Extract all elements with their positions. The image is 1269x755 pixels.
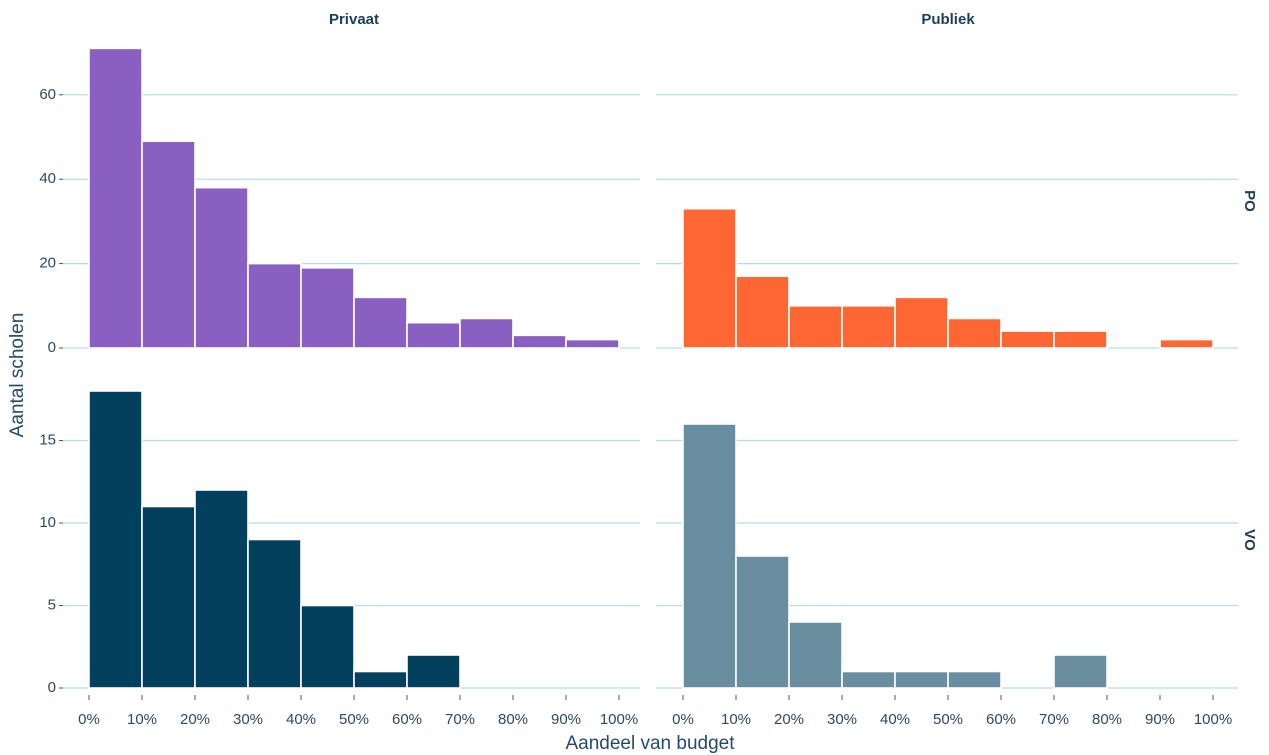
x-tick-label-privaat-1: 10%	[127, 711, 157, 728]
bar-privaat-vo-bin-5	[353, 670, 408, 689]
bar-privaat-vo-bin-4	[300, 604, 355, 689]
bar-publiek-po-bin-3	[841, 304, 896, 349]
x-tick-label-publiek-8: 80%	[1092, 711, 1122, 728]
bar-privaat-vo-bin-2	[194, 489, 249, 689]
bar-publiek-po-bin-6	[1000, 330, 1055, 349]
bar-publiek-vo-bin-2	[788, 621, 843, 689]
x-tick-label-privaat-2: 20%	[180, 711, 210, 728]
y-tick-label-po-20: 20	[39, 255, 56, 272]
x-tick-label-publiek-4: 40%	[880, 711, 910, 728]
column-label-publiek: Publiek	[921, 11, 975, 28]
y-tick-label-vo-5: 5	[48, 596, 56, 613]
x-tick-label-publiek-2: 20%	[774, 711, 804, 728]
bar-publiek-vo-bin-0	[682, 423, 737, 689]
y-tick-label-po-60: 60	[39, 86, 56, 103]
bar-privaat-po-bin-8	[512, 334, 567, 349]
bar-privaat-vo-bin-1	[141, 505, 196, 689]
bar-privaat-po-bin-3	[247, 262, 302, 349]
x-tick-label-privaat-0: 0%	[78, 711, 100, 728]
x-tick-label-publiek-0: 0%	[672, 711, 694, 728]
x-tick-label-publiek-5: 50%	[933, 711, 963, 728]
x-tick-label-privaat-8: 80%	[498, 711, 528, 728]
x-axis-title: Aandeel van budget	[565, 733, 735, 754]
y-axis-title: Aantal scholen	[7, 313, 28, 438]
bar-publiek-po-bin-7	[1053, 330, 1108, 349]
row-label-vo: VO	[1241, 529, 1258, 551]
bar-publiek-vo-bin-5	[947, 670, 1002, 689]
x-tick-label-publiek-10: 100%	[1194, 711, 1232, 728]
x-tick-label-privaat-10: 100%	[600, 711, 638, 728]
bar-publiek-po-bin-1	[735, 275, 790, 349]
y-tick-label-po-0: 0	[48, 339, 56, 356]
histogram-bars	[88, 47, 1214, 689]
bar-publiek-po-bin-5	[947, 317, 1002, 349]
bar-publiek-po-bin-9	[1159, 338, 1214, 349]
bar-privaat-po-bin-6	[406, 321, 461, 349]
y-tick-label-vo-15: 15	[39, 431, 56, 448]
bar-publiek-vo-bin-3	[841, 670, 896, 689]
x-tick-label-publiek-1: 10%	[721, 711, 751, 728]
x-tick-label-publiek-9: 90%	[1145, 711, 1175, 728]
x-tick-label-publiek-6: 60%	[986, 711, 1016, 728]
row-label-po: PO	[1241, 190, 1258, 212]
tick-labels: 0 20 40 60 0 5 10 15 0% 10% 20% 30% 40% 50% 60% 70% 80% 9…	[39, 86, 1232, 728]
y-tick-label-po-40: 40	[39, 170, 56, 187]
x-tick-label-privaat-9: 90%	[551, 711, 581, 728]
bar-privaat-po-bin-5	[353, 296, 408, 349]
chart-labels: Privaat Publiek PO VO Aandeel van budget…	[7, 11, 1258, 754]
x-tick-label-privaat-4: 40%	[286, 711, 316, 728]
y-tick-label-vo-10: 10	[39, 514, 56, 531]
bar-publiek-vo-bin-4	[894, 670, 949, 689]
x-tick-label-publiek-3: 30%	[827, 711, 857, 728]
x-tick-label-publiek-7: 70%	[1039, 711, 1069, 728]
bar-publiek-po-bin-4	[894, 296, 949, 349]
bar-privaat-vo-bin-6	[406, 654, 461, 689]
bar-privaat-po-bin-7	[459, 317, 514, 349]
bar-privaat-po-bin-0	[88, 47, 143, 349]
y-tick-label-vo-0: 0	[48, 679, 56, 696]
bar-publiek-po-bin-0	[682, 207, 737, 349]
bar-privaat-po-bin-1	[141, 140, 196, 349]
bar-privaat-po-bin-2	[194, 186, 249, 349]
bar-publiek-vo-bin-7	[1053, 654, 1108, 689]
x-tick-label-privaat-6: 60%	[392, 711, 422, 728]
x-tick-label-privaat-7: 70%	[445, 711, 475, 728]
bar-privaat-vo-bin-3	[247, 538, 302, 689]
x-tick-label-privaat-3: 30%	[233, 711, 263, 728]
bar-publiek-vo-bin-1	[735, 555, 790, 689]
bar-privaat-po-bin-4	[300, 267, 355, 349]
bar-privaat-po-bin-9	[565, 338, 620, 349]
x-tick-label-privaat-5: 50%	[339, 711, 369, 728]
bar-privaat-vo-bin-0	[88, 390, 143, 689]
bar-publiek-po-bin-2	[788, 304, 843, 349]
column-label-privaat: Privaat	[329, 11, 379, 28]
